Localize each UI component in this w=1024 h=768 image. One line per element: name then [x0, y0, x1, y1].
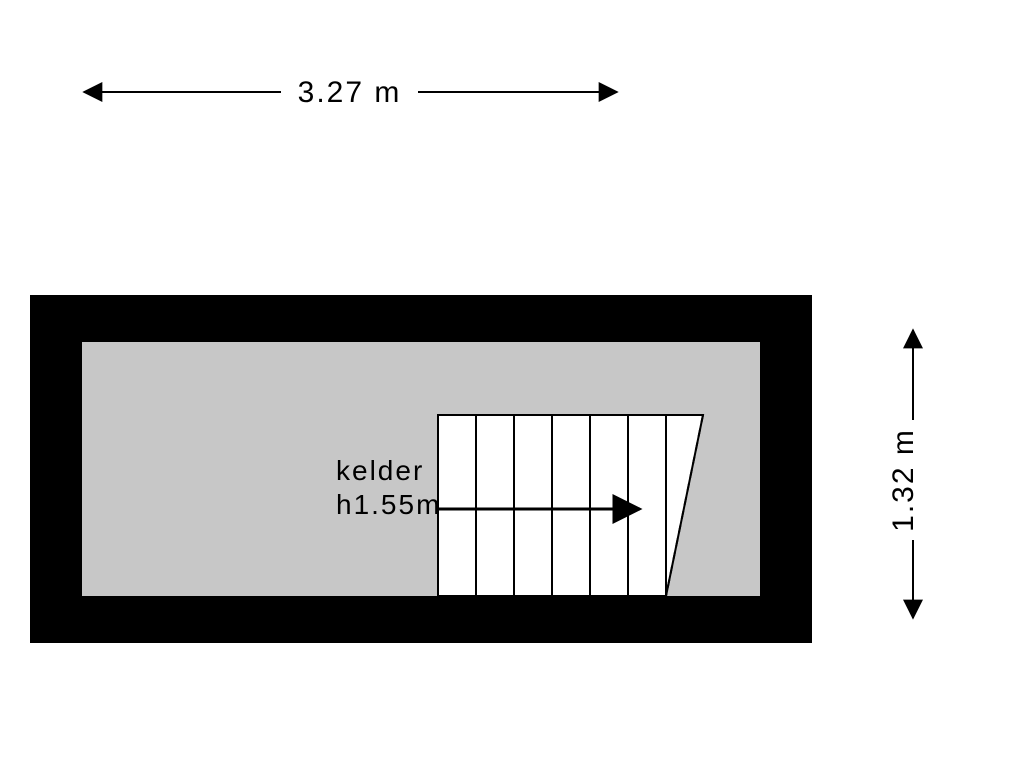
room-label-name: kelder	[336, 455, 424, 486]
floorplan-svg: 3.27 m 1.32 m kelder h1.55m	[0, 0, 1024, 768]
dimension-width-label: 3.27 m	[298, 76, 402, 109]
room-label-height: h1.55m	[336, 489, 441, 520]
dimension-height-label: 1.32 m	[887, 428, 920, 532]
